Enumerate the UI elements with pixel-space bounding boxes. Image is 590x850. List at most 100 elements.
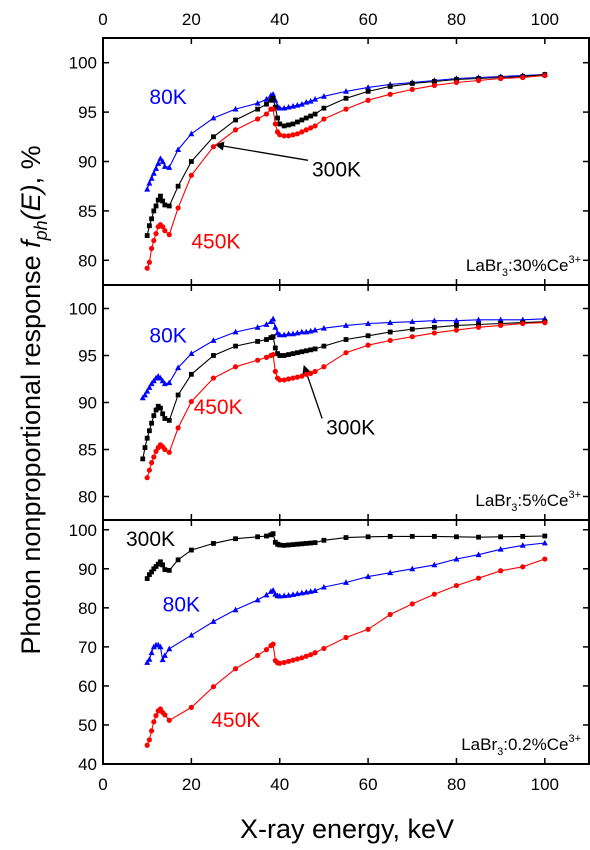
- x-tick-label-top: 0: [98, 10, 107, 29]
- data-point: [475, 316, 482, 323]
- data-point: [303, 348, 309, 354]
- data-point: [294, 590, 301, 597]
- data-point: [151, 454, 157, 460]
- data-point: [431, 324, 437, 330]
- data-point: [210, 375, 217, 381]
- x-tick-label: 60: [359, 775, 378, 794]
- data-point: [475, 77, 482, 84]
- data-point: [312, 587, 319, 594]
- data-point: [387, 329, 393, 335]
- data-point: [519, 542, 526, 548]
- series-label-300K: 300K: [326, 416, 375, 439]
- series-line: [146, 74, 545, 236]
- data-point: [263, 591, 270, 598]
- data-point: [148, 380, 155, 387]
- data-point: [303, 127, 309, 133]
- data-point: [144, 475, 150, 481]
- sample-label: LaBr3:0.2%Ce3+: [461, 733, 581, 758]
- data-point: [188, 159, 194, 164]
- x-tick-label: 40: [270, 775, 289, 794]
- data-point: [264, 533, 269, 539]
- data-point: [285, 592, 292, 598]
- data-point: [175, 205, 181, 211]
- data-point: [141, 391, 148, 398]
- data-point: [295, 119, 300, 125]
- data-point: [175, 425, 181, 431]
- data-point: [255, 534, 261, 540]
- y-tick-label: 60: [78, 677, 97, 696]
- data-point: [365, 320, 372, 326]
- data-point: [166, 645, 173, 652]
- data-point: [210, 618, 217, 624]
- data-point: [431, 79, 437, 84]
- data-point: [232, 105, 239, 112]
- data-point: [387, 337, 393, 344]
- sample-label-dopant: :5%Ce: [517, 491, 568, 510]
- data-point: [295, 541, 300, 547]
- data-point: [409, 601, 415, 607]
- sample-label-dopant: :30%Ce: [508, 256, 568, 275]
- data-point: [277, 377, 283, 383]
- data-point: [294, 101, 301, 108]
- x-axis-title: X-ray energy, keV: [240, 814, 454, 844]
- data-point: [281, 104, 288, 111]
- series-450K: [144, 320, 548, 481]
- series-300K: [144, 72, 548, 238]
- data-point: [343, 322, 349, 328]
- data-point: [321, 105, 327, 111]
- x-tick-label: 80: [447, 775, 466, 794]
- data-point: [277, 132, 283, 138]
- x-tick-label-top: 80: [447, 10, 466, 29]
- data-point: [166, 379, 173, 386]
- data-point: [541, 539, 548, 546]
- data-point: [158, 559, 163, 565]
- data-point: [303, 115, 309, 121]
- data-point: [431, 82, 437, 89]
- y-tick-label: 90: [78, 560, 97, 579]
- data-point: [155, 197, 161, 203]
- data-point: [312, 650, 318, 656]
- data-point: [387, 84, 393, 89]
- data-point: [142, 445, 148, 451]
- data-point: [308, 347, 314, 353]
- y-axis-title-unit: , %: [16, 145, 46, 184]
- y-tick-label: 85: [78, 441, 97, 460]
- data-point: [431, 561, 438, 568]
- data-point: [232, 666, 239, 672]
- data-point: [146, 737, 152, 743]
- series-line: [146, 542, 545, 663]
- data-point: [321, 645, 327, 652]
- data-point: [298, 328, 305, 335]
- y-axis-title-subscript: ph: [31, 220, 51, 241]
- data-point: [188, 172, 194, 178]
- data-point: [267, 318, 274, 325]
- data-point: [303, 371, 309, 377]
- data-point: [148, 649, 155, 656]
- data-point: [272, 324, 279, 330]
- data-point: [149, 460, 155, 466]
- data-point: [175, 183, 181, 189]
- data-point: [270, 531, 276, 537]
- series-line: [142, 317, 545, 399]
- data-point: [276, 331, 283, 338]
- data-point: [290, 121, 296, 127]
- x-tick-label-top: 60: [359, 10, 378, 29]
- data-point: [144, 233, 150, 238]
- data-point: [162, 567, 168, 572]
- data-point: [303, 328, 310, 335]
- data-point: [166, 567, 172, 573]
- data-point: [149, 245, 155, 252]
- y-tick-label: 80: [78, 251, 97, 270]
- data-point: [365, 342, 371, 348]
- x-tick-label: 0: [98, 775, 107, 794]
- x-tick-label: 20: [182, 775, 201, 794]
- data-point: [285, 103, 292, 110]
- data-point: [303, 653, 309, 659]
- data-point: [289, 102, 296, 109]
- sample-label: LaBr3:30%Ce3+: [466, 254, 581, 279]
- sample-label-base: LaBr: [461, 735, 497, 754]
- data-point: [365, 97, 371, 103]
- y-axis-title-symbol: f: [16, 238, 46, 248]
- data-point: [160, 411, 166, 417]
- y-tick-label: 50: [78, 716, 97, 735]
